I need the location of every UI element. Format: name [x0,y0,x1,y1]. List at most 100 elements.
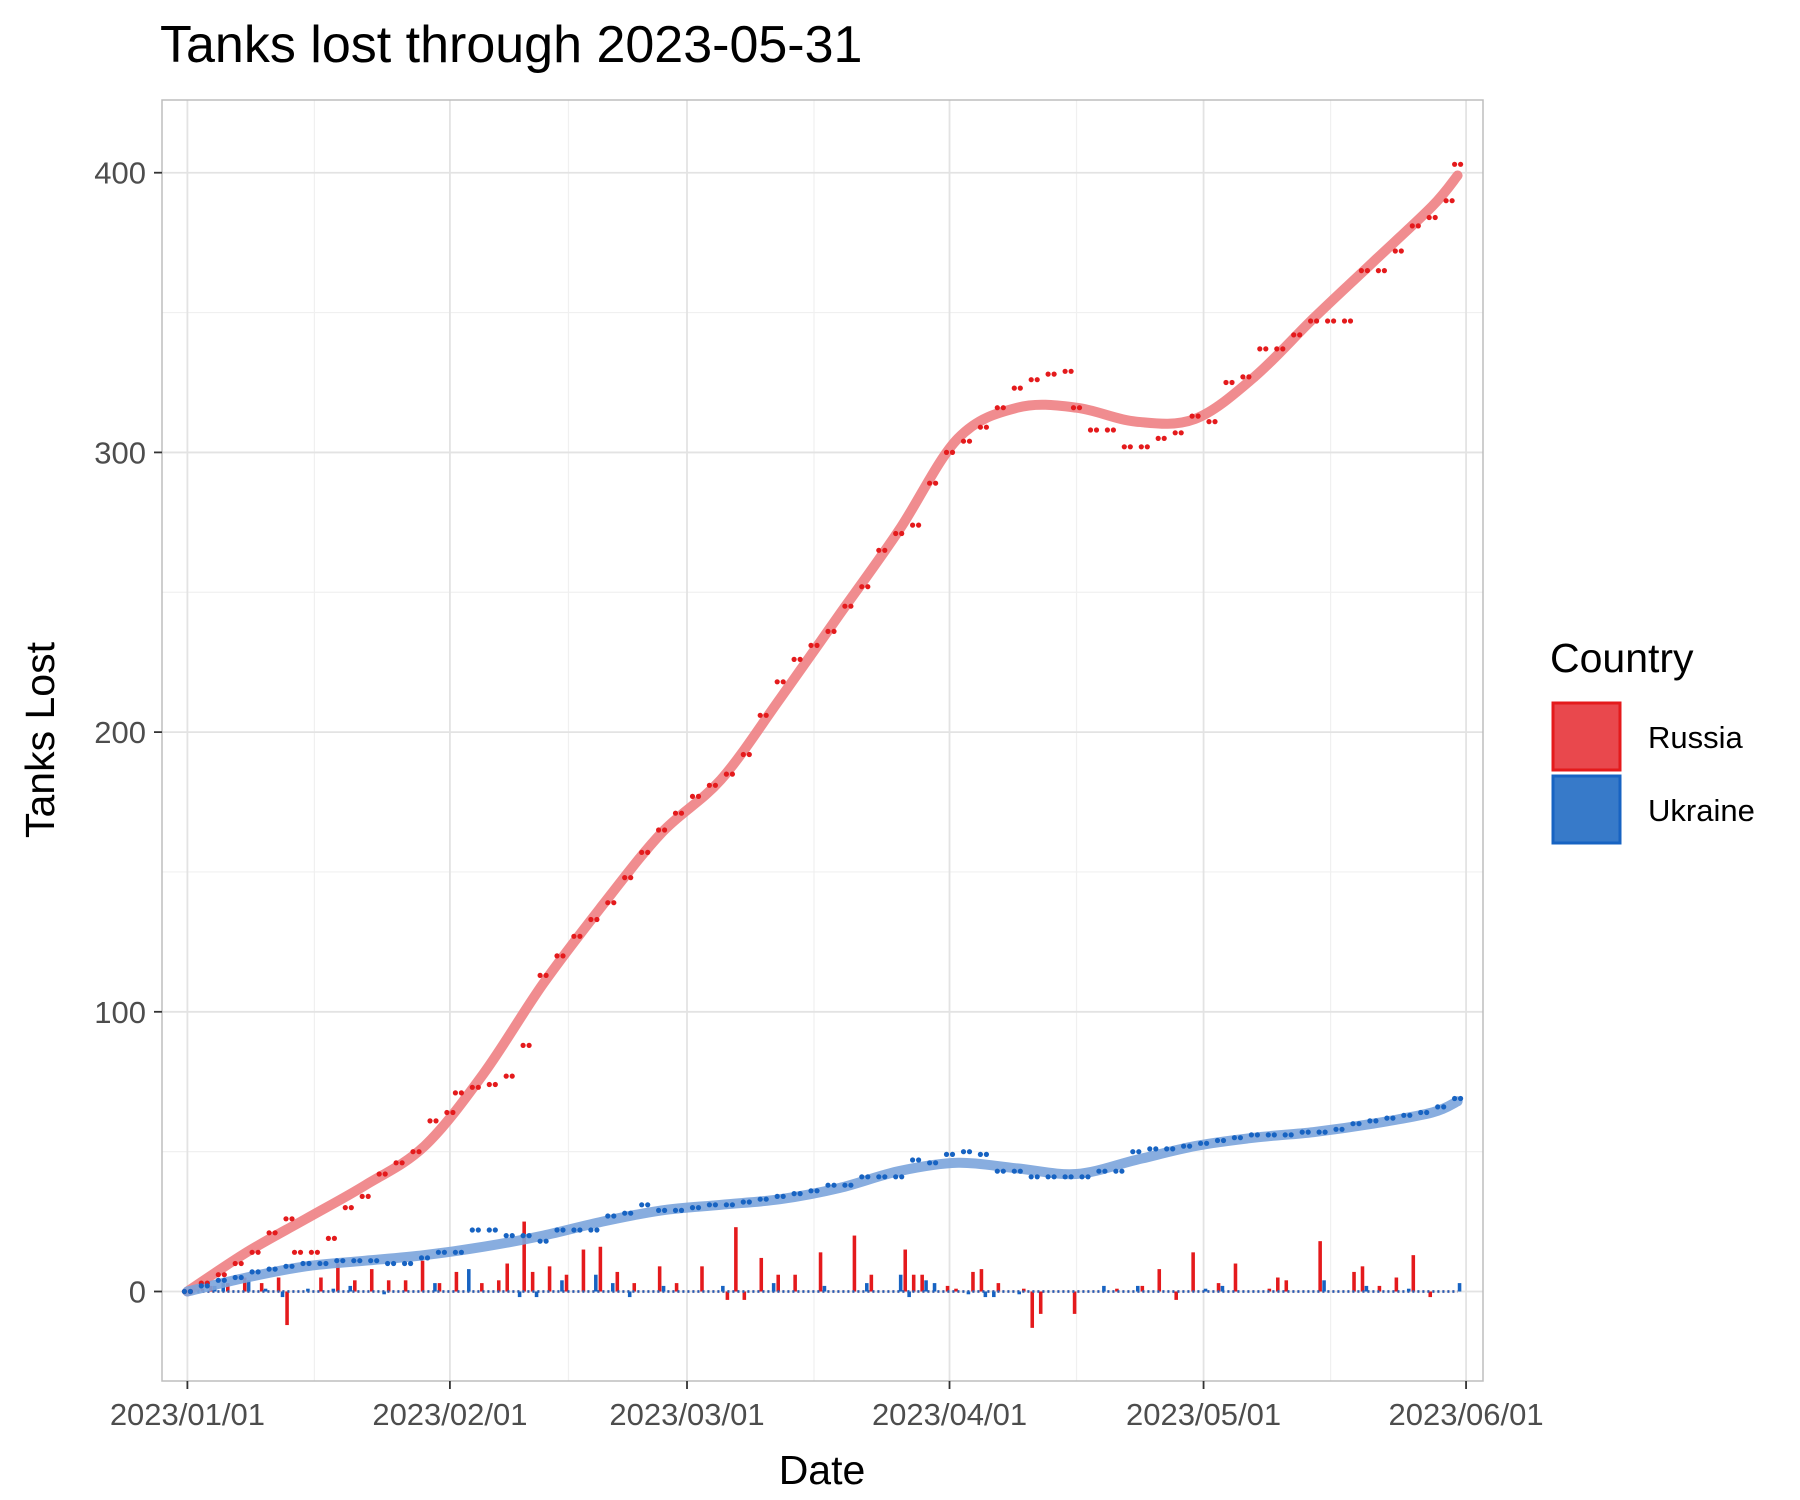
bar-daily-russia [1411,1255,1416,1292]
point-ukraine [509,1233,515,1239]
point-ukraine [910,1157,916,1163]
point-russia [1297,332,1303,338]
point-ukraine [1339,1126,1345,1132]
point-ukraine [526,1233,532,1239]
point-russia [1000,405,1006,411]
point-ukraine [1231,1135,1237,1141]
point-ukraine [1164,1146,1170,1152]
point-ukraine [1214,1137,1221,1144]
point-ukraine [893,1174,899,1180]
bar-daily-russia [742,1291,747,1300]
point-russia [1195,413,1201,419]
bar-daily-ukraine [306,1288,310,1292]
bar-daily-russia [759,1257,764,1292]
point-russia [1409,223,1415,229]
point-ukraine [323,1260,329,1267]
point-russia [994,405,1000,411]
point-russia [712,782,719,788]
point-ukraine [1017,1168,1023,1174]
legend-label-russia: Russia [1648,720,1744,755]
point-russia [393,1160,399,1166]
bar-daily-ukraine [983,1291,988,1298]
point-russia [1127,444,1133,450]
point-russia [331,1235,337,1241]
point-russia [433,1118,439,1124]
point-russia [266,1230,272,1236]
bar-daily-russia [945,1285,950,1292]
bar-daily-russia [1140,1285,1145,1292]
point-ukraine [418,1255,425,1261]
point-russia [983,424,990,430]
point-russia [1087,427,1094,433]
point-russia [949,449,956,455]
point-ukraine [300,1260,306,1267]
point-ukraine [334,1258,340,1264]
bar-daily-russia [226,1283,230,1292]
point-russia [1062,368,1068,374]
point-russia [757,712,763,718]
bar-daily-ukraine [992,1291,996,1298]
point-russia [780,679,786,685]
point-russia [1070,405,1077,411]
point-ukraine [746,1199,752,1205]
point-russia [1331,318,1337,324]
point-russia [1426,214,1432,221]
point-ukraine [933,1160,939,1166]
point-ukraine [966,1149,973,1155]
y-axis-title: Tanks Lost [17,641,63,838]
point-ukraine [1136,1149,1142,1155]
point-russia [831,628,837,635]
daily-bars [187,1221,1462,1328]
bar-daily-russia [920,1274,924,1292]
bar-daily-russia [1233,1263,1238,1292]
point-ukraine [306,1260,312,1267]
point-russia [289,1216,295,1222]
grid [162,100,1483,1381]
point-russia [458,1090,464,1096]
legend-key-ukraine [1551,774,1622,845]
bar-daily-ukraine [382,1291,386,1295]
point-russia [1104,427,1110,433]
bar-daily-russia [319,1277,323,1292]
point-ukraine [899,1174,905,1180]
point-ukraine [1028,1174,1034,1180]
point-russia [1347,318,1354,324]
bar-daily-russia [505,1263,510,1292]
point-ukraine [374,1258,380,1264]
bar-daily-russia [1030,1291,1035,1328]
point-russia [416,1149,422,1155]
point-russia [365,1193,371,1199]
bar-daily-russia [776,1274,780,1292]
point-ukraine [402,1260,408,1267]
point-russia [503,1073,509,1079]
point-russia [1011,385,1017,391]
bar-daily-russia [734,1227,738,1292]
bar-daily-ukraine [1220,1285,1225,1292]
point-ukraine [588,1227,594,1233]
bar-daily-ukraine [822,1285,827,1292]
x-tick-label: 2023/06/01 [1388,1397,1543,1432]
point-ukraine [994,1168,1000,1174]
bar-daily-russia [1191,1252,1195,1292]
point-ukraine [808,1188,814,1194]
point-ukraine [1237,1135,1243,1141]
point-ukraine [814,1188,820,1194]
bar-daily-russia [259,1283,264,1292]
x-tick-label: 2023/04/01 [872,1397,1027,1432]
point-russia [1076,405,1083,411]
point-russia [740,751,746,758]
point-ukraine [1000,1168,1006,1174]
point-russia [1263,346,1269,352]
bar-daily-ukraine [627,1291,632,1298]
bar-daily-russia [420,1260,425,1292]
bar-daily-russia [530,1271,535,1292]
point-ukraine [848,1182,854,1188]
point-ukraine [543,1238,549,1244]
point-russia [842,603,848,609]
bar-daily-ukraine [1102,1285,1106,1292]
point-ukraine [1254,1132,1260,1138]
bar-daily-ukraine [661,1285,666,1292]
point-russia [1051,371,1057,377]
point-ukraine [1102,1168,1108,1174]
point-russia [255,1249,261,1255]
